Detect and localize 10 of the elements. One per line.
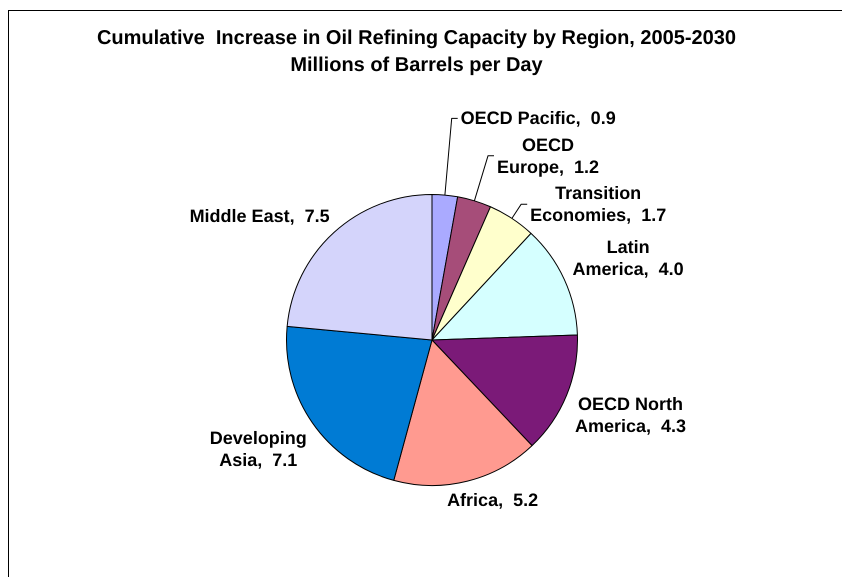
chart-subtitle: Millions of Barrels per Day <box>289 53 544 78</box>
slice-label: OECD North America, 4.3 <box>574 392 687 437</box>
slice-label: OECD Pacific, 0.9 <box>460 107 617 130</box>
slice-label: Africa, 5.2 <box>446 488 540 511</box>
chart-title: Cumulative Increase in Oil Refining Capacity by Region, 2005-2030 <box>96 26 738 51</box>
slice-label: Developing Asia, 7.1 <box>208 427 308 472</box>
slice-label: Middle East, 7.5 <box>188 204 331 226</box>
slice-label: OECD Europe, 1.2 <box>496 134 600 178</box>
slice-label: Latin America, 4.0 <box>572 236 685 280</box>
slice-label: Transition Economies, 1.7 <box>529 182 668 226</box>
